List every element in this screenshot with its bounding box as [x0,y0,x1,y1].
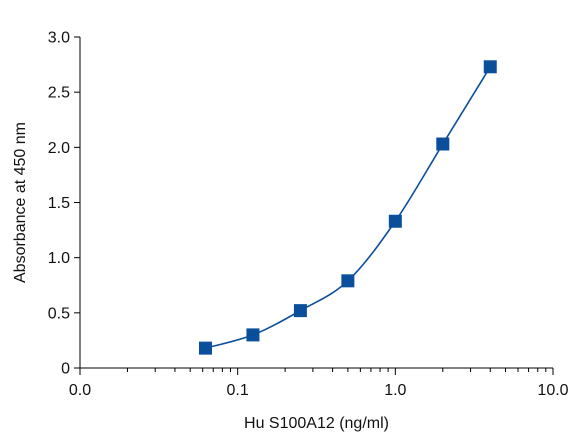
x-ticks: 0.0 0.1 1.0 10.0 [69,368,569,399]
y-tick-label-3: 1.5 [48,195,70,212]
y-tick-label-1: 0.5 [48,305,70,322]
data-point-4 [388,214,402,228]
y-axis-title: Absorbance at 450 nm [12,122,29,283]
x-tick-label-0: 0.0 [69,382,91,399]
data-point-1 [246,328,260,342]
y-tick-label-4: 2.0 [48,140,70,157]
data-point-5 [436,137,450,151]
axes [79,37,553,369]
y-tick-label-0: 0 [61,361,70,378]
data-points [198,60,497,355]
x-tick-label-1: 0.1 [227,382,249,399]
x-tick-label-3: 10.0 [537,382,568,399]
y-tick-label-5: 2.5 [48,85,70,102]
x-tick-label-2: 1.0 [384,382,406,399]
fit-curve-group [205,66,491,349]
y-tick-label-2: 1.0 [48,250,70,267]
x-axis-title: Hu S100A12 (ng/ml) [244,415,389,432]
data-point-6 [483,60,497,74]
fit-curve [205,66,491,349]
data-point-0 [198,341,212,355]
y-ticks: 0 0.5 1.0 1.5 2.0 2.5 3.0 [48,30,80,378]
data-point-3 [341,274,355,288]
data-point-2 [293,304,307,318]
y-tick-label-6: 3.0 [48,30,70,47]
